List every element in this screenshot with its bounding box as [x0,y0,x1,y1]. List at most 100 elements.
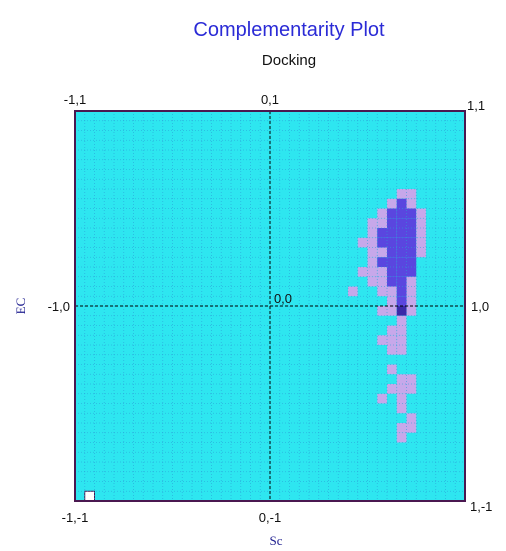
density-cell [406,189,417,199]
density-cell [406,267,417,277]
density-cell [396,306,407,316]
density-cell [396,276,407,287]
density-cell [387,345,397,355]
density-cell [387,335,397,345]
density-cell [396,403,407,414]
density-cell [367,276,378,287]
density-cell [377,267,387,277]
density-cell [406,423,417,433]
density-cell [396,208,407,219]
density-cell [406,276,417,287]
density-cell [416,247,426,258]
density-cells [84,189,426,502]
density-cell [406,384,417,394]
chart-title: Complementarity Plot [193,19,385,41]
density-cell [377,228,387,238]
density-cell [396,384,407,394]
density-cell [396,393,407,404]
density-cell [367,247,378,258]
density-cell [396,228,407,238]
density-cell [387,267,397,277]
density-cell [396,267,407,277]
density-cell [387,237,397,248]
density-cell [387,384,397,394]
density-cell [348,286,358,297]
density-cell [406,286,417,297]
density-cell [367,218,378,228]
density-cell [387,286,397,297]
density-cell [377,335,387,345]
density-cell [406,306,417,316]
label-bottom-center: 0,-1 [259,510,281,525]
density-cell [367,267,378,277]
density-cell [396,296,407,306]
density-cell [387,276,397,287]
density-cell [377,237,387,248]
density-cell [377,208,387,219]
label-top-right: 1,1 [467,98,485,113]
density-cell [396,247,407,258]
density-cell [396,335,407,345]
density-cell [387,325,397,336]
label-top-left: -1,1 [64,92,86,107]
density-cell [396,198,407,209]
density-cell [396,325,407,336]
density-cell [396,432,407,443]
density-cell [416,237,426,248]
density-cell [387,364,397,375]
density-cell [406,247,417,258]
density-cell [387,228,397,238]
density-cell [406,198,417,209]
density-cell [367,228,378,238]
density-cell [406,413,417,423]
density-cell [377,276,387,287]
label-center: 0,0 [274,291,292,306]
origin-marker [84,490,95,502]
density-cell [416,208,426,219]
density-cell [416,228,426,238]
density-cell [387,257,397,267]
y-axis-label: EC [13,298,28,315]
density-cell [377,257,387,267]
density-cell [387,247,397,258]
density-cell [387,198,397,209]
density-cell [377,218,387,228]
label-mid-right: 1,0 [471,299,489,314]
density-cell [357,237,368,248]
density-cell [367,257,378,267]
density-cell [396,345,407,355]
chart-subtitle: Docking [262,52,316,69]
label-mid-left: -1,0 [48,299,70,314]
density-cell [396,218,407,228]
label-bottom-left: -1,-1 [62,510,89,525]
x-axis-label: Sc [270,533,283,548]
density-cell [396,315,407,326]
density-cell [387,296,397,306]
density-cell [406,374,417,384]
label-top-center: 0,1 [261,92,279,107]
density-cell [387,208,397,219]
density-cell [377,393,387,404]
density-cell [396,257,407,267]
label-bottom-right: 1,-1 [470,499,492,514]
density-cell [357,267,368,277]
plot-border [74,110,466,502]
density-cell [396,423,407,433]
density-cell [406,257,417,267]
density-cell [377,286,387,297]
density-cell [377,247,387,258]
density-cell [396,374,407,384]
density-cell [396,189,407,199]
density-cell [396,286,407,297]
density-cell [406,237,417,248]
density-cell [416,218,426,228]
density-cell [406,208,417,219]
density-cell [406,296,417,306]
density-cell [387,306,397,316]
density-cell [396,237,407,248]
density-cell [406,218,417,228]
density-cell [367,237,378,248]
density-cell [377,306,387,316]
density-cell [387,218,397,228]
